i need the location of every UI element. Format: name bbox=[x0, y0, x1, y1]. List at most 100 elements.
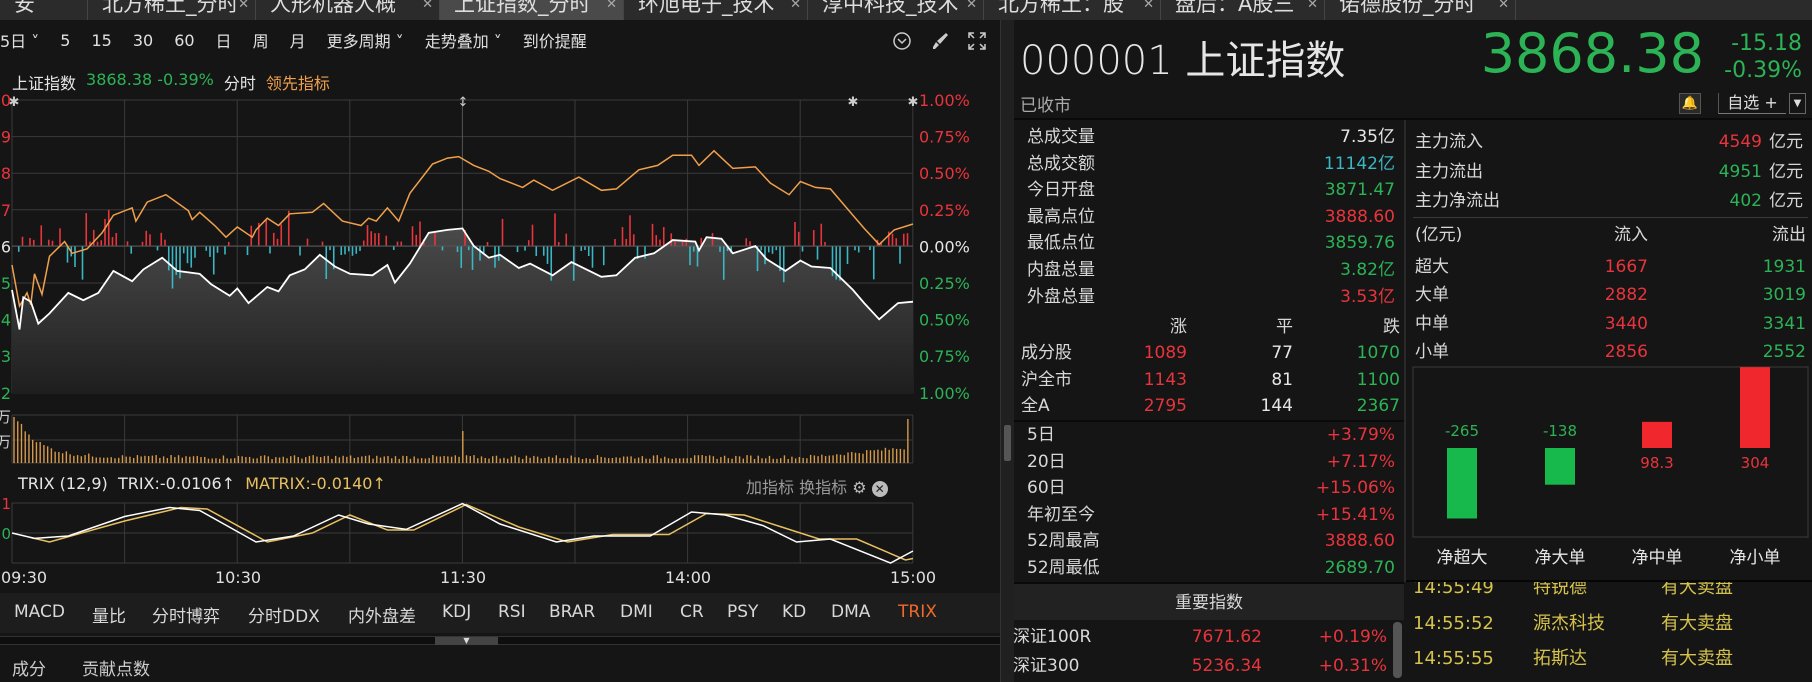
panel-splitter[interactable]: ▼ bbox=[0, 636, 1000, 645]
flow-label: 主力流出 bbox=[1415, 161, 1483, 182]
period-button-1[interactable]: 5 bbox=[60, 30, 71, 50]
flow-divider bbox=[1413, 217, 1808, 218]
x-tick: 14:00 bbox=[665, 568, 711, 587]
tab-5[interactable]: 淳中科技_技术 ✕ bbox=[808, 0, 984, 20]
panel-scrollbar[interactable] bbox=[1000, 20, 1014, 682]
tab-7[interactable]: 盘后：A股三 ✕ bbox=[1161, 0, 1325, 20]
tab-3[interactable]: 上证指数_分时 ✕ bbox=[440, 0, 624, 20]
period-label: 年初至今 bbox=[1027, 504, 1095, 525]
flow-header-in: 流入 bbox=[1614, 225, 1648, 245]
alert-stock[interactable]: 特锐德 bbox=[1533, 582, 1587, 598]
event-marker-icon[interactable]: ↕ bbox=[458, 95, 469, 110]
y-right-tick: 1.00% bbox=[919, 91, 970, 110]
indicator-tab-分时ddx[interactable]: 分时DDX bbox=[248, 607, 320, 627]
column-divider bbox=[1404, 120, 1406, 582]
tab-close-icon[interactable]: ✕ bbox=[606, 0, 617, 12]
bottom-tab-0[interactable]: 成分 bbox=[12, 660, 46, 680]
indicator-tab-macd[interactable]: MACD bbox=[14, 602, 65, 622]
period-button-7[interactable]: 月 bbox=[289, 32, 306, 51]
tab-close-icon[interactable]: ✕ bbox=[966, 0, 977, 12]
change-value: -15.18 bbox=[1731, 31, 1802, 56]
index-name[interactable]: 深证300 bbox=[1013, 656, 1080, 676]
breadth-flat: 144 bbox=[1260, 396, 1293, 417]
event-marker-icon[interactable]: ✱ bbox=[848, 95, 859, 110]
indicator-tab-dmi[interactable]: DMI bbox=[620, 602, 653, 622]
watchlist-button[interactable]: 自选 + bbox=[1718, 93, 1786, 114]
y-right-tick: 0.25% bbox=[919, 274, 970, 293]
indicator-tab-cr[interactable]: CR bbox=[680, 602, 704, 622]
period-button-8[interactable]: 更多周期 ˅ bbox=[326, 32, 404, 51]
alert-stock[interactable]: 拓斯达 bbox=[1533, 648, 1587, 669]
indices-scrollbar[interactable] bbox=[1393, 622, 1402, 678]
brush-icon[interactable] bbox=[929, 30, 951, 52]
legend-indicator[interactable]: 领先指标 bbox=[265, 74, 330, 93]
indicator-tab-trix[interactable]: TRIX bbox=[898, 602, 937, 622]
bell-icon[interactable]: 🔔 bbox=[1679, 93, 1701, 114]
period-value: +15.41% bbox=[1315, 504, 1395, 525]
stat-label: 总成交额 bbox=[1027, 153, 1095, 174]
tab-1[interactable]: 北方稀土_分时 ✕ bbox=[88, 0, 256, 20]
close-icon[interactable]: ✕ bbox=[871, 481, 888, 497]
fullscreen-icon[interactable] bbox=[966, 30, 988, 52]
tab-4[interactable]: 环旭电子_技术 ✕ bbox=[624, 0, 808, 20]
period-button-4[interactable]: 60 bbox=[174, 30, 195, 50]
period-value: +7.17% bbox=[1326, 451, 1395, 472]
period-button-6[interactable]: 周 bbox=[252, 32, 269, 51]
index-name[interactable]: 深证100R bbox=[1013, 627, 1092, 647]
indicator-tab-kdj[interactable]: KDJ bbox=[442, 602, 472, 622]
scrollbar-thumb[interactable] bbox=[1004, 425, 1011, 461]
tab-close-icon[interactable]: ✕ bbox=[422, 0, 433, 12]
indicator-tab-内外盘差[interactable]: 内外盘差 bbox=[348, 607, 416, 627]
indicator-tab-分时博弈[interactable]: 分时博弈 bbox=[152, 607, 220, 627]
gear-icon[interactable]: ⚙ bbox=[852, 478, 867, 497]
tab-label: 安 bbox=[14, 0, 35, 16]
alerts-divider bbox=[1406, 580, 1812, 582]
add-indicator-button[interactable]: 加指标 bbox=[746, 478, 795, 497]
tab-close-icon[interactable]: ✕ bbox=[1498, 0, 1509, 12]
flow-value: 4549 bbox=[1718, 132, 1762, 152]
indicator-tab-rsi[interactable]: RSI bbox=[498, 602, 526, 622]
tab-8[interactable]: 诺德股份_分时 ✕ bbox=[1325, 0, 1516, 20]
alert-stock[interactable]: 源杰科技 bbox=[1533, 612, 1605, 634]
indicator-tab-brar[interactable]: BRAR bbox=[549, 602, 596, 622]
net-flow-chart: -265 净超大 -138 净大单 98.3 净中单 304 净小单 bbox=[1412, 366, 1809, 568]
stat-value: 3.82亿 bbox=[1340, 260, 1395, 280]
event-marker-icon[interactable]: ✱ bbox=[908, 95, 919, 110]
y-right-tick: 0.50% bbox=[919, 164, 970, 183]
index-value: 5236.34 bbox=[1191, 656, 1262, 676]
y-right-tick: 0.25% bbox=[919, 201, 970, 220]
tab-2[interactable]: 人形机器人概 ✕ bbox=[256, 0, 440, 20]
tab-6[interactable]: 北方稀土：股 ✕ bbox=[984, 0, 1161, 20]
indicator-tab-dma[interactable]: DMA bbox=[831, 602, 871, 622]
flow-label: 主力净流出 bbox=[1415, 191, 1500, 211]
tab-close-icon[interactable]: ✕ bbox=[790, 0, 801, 12]
breadth-label: 成分股 bbox=[1021, 343, 1072, 363]
tab-close-icon[interactable]: ✕ bbox=[1307, 0, 1318, 12]
period-button-10[interactable]: 到价提醒 bbox=[522, 32, 587, 51]
period-button-2[interactable]: 15 bbox=[91, 30, 112, 50]
indicator-tab-量比[interactable]: 量比 bbox=[92, 607, 126, 627]
flow-row-out: 2552 bbox=[1762, 341, 1806, 362]
tab-0[interactable]: 安 bbox=[0, 0, 88, 20]
legend-mode[interactable]: 分时 bbox=[223, 74, 256, 93]
last-price: 3868.38 bbox=[1480, 22, 1704, 85]
tab-label: 上证指数_分时 bbox=[454, 0, 591, 16]
event-marker-icon[interactable]: ✱ bbox=[9, 95, 20, 110]
switch-indicator-button[interactable]: 换指标 bbox=[799, 478, 848, 497]
index-pct: +0.19% bbox=[1318, 627, 1387, 647]
net-bar-label: 98.3 bbox=[1640, 454, 1673, 472]
dropdown-icon[interactable]: ▼ bbox=[1789, 93, 1806, 114]
indicator-tab-kd[interactable]: KD bbox=[782, 602, 807, 622]
circle-chevron-down-icon[interactable] bbox=[891, 30, 913, 52]
tab-close-icon[interactable]: ✕ bbox=[238, 0, 249, 12]
legend-name: 上证指数 bbox=[12, 74, 77, 93]
bottom-tab-1[interactable]: 贡献点数 bbox=[82, 660, 150, 680]
period-button-9[interactable]: 走势叠加 ˅ bbox=[424, 32, 502, 51]
tab-close-icon[interactable]: ✕ bbox=[1143, 0, 1154, 12]
indicator-tab-psy[interactable]: PSY bbox=[727, 602, 759, 622]
period-button-0[interactable]: 5日 ˅ bbox=[0, 32, 40, 51]
period-button-5[interactable]: 日 bbox=[215, 32, 232, 51]
collapse-handle[interactable]: ▼ bbox=[435, 637, 498, 645]
intraday-chart[interactable]: ✱ ↕ ✱ ✱ 1.00%0.75%0.50%0.25%0.00%0.25%0.50%0… bbox=[0, 0, 1000, 682]
period-button-3[interactable]: 30 bbox=[132, 30, 154, 50]
